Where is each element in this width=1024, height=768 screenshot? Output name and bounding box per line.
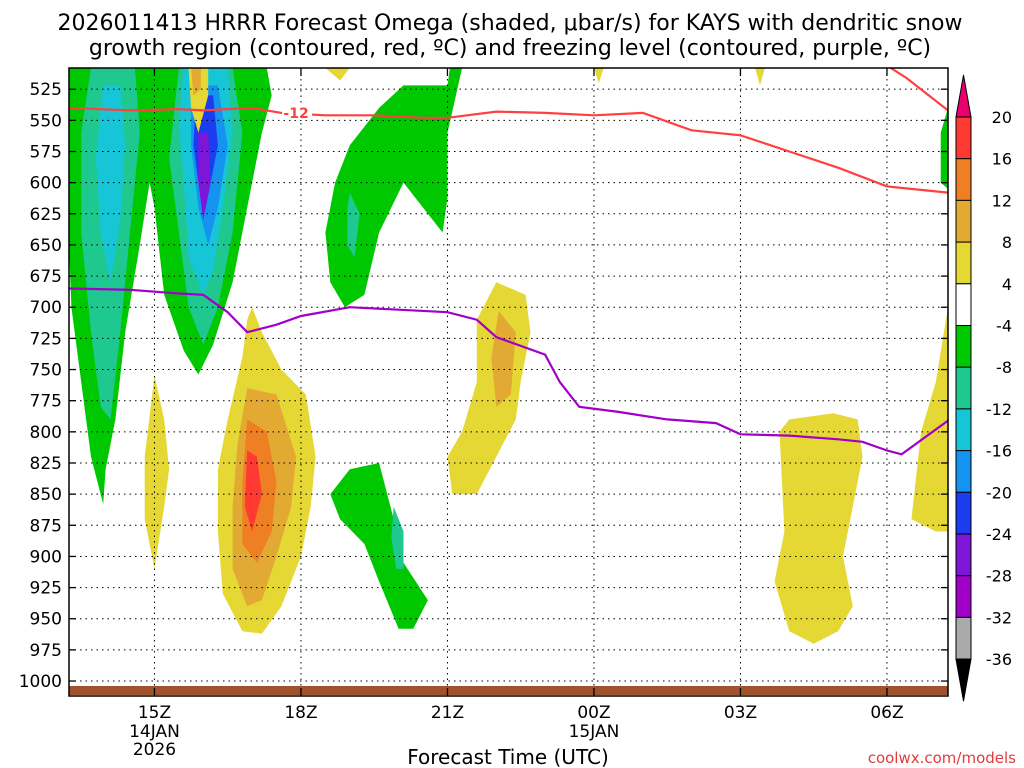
colorbar-label: -28 bbox=[986, 567, 1012, 586]
colorbar-swatch bbox=[955, 158, 972, 201]
x-tick-year: 2026 bbox=[133, 740, 176, 760]
omega-region bbox=[144, 375, 170, 569]
y-tick-label: 850 bbox=[30, 485, 62, 505]
x-axis-label: Forecast Time (UTC) bbox=[407, 745, 609, 768]
omega-region bbox=[244, 450, 262, 532]
colorbar-label: -20 bbox=[986, 483, 1012, 502]
y-tick-label: 600 bbox=[30, 174, 62, 194]
plot-frame bbox=[68, 67, 949, 697]
contour-line bbox=[69, 106, 948, 194]
chart-title-line2: growth region (contoured, red, ºC) and f… bbox=[89, 36, 931, 61]
y-tick-label: 575 bbox=[30, 142, 62, 162]
colorbar-swatch bbox=[955, 450, 972, 493]
x-tick-label: 03Z bbox=[724, 703, 757, 723]
colorbar-swatch bbox=[955, 491, 972, 535]
colorbar-label: -12 bbox=[986, 400, 1012, 419]
contour-line bbox=[888, 68, 948, 112]
omega-shading bbox=[69, 68, 948, 644]
contour-lines: -12 bbox=[69, 68, 948, 456]
colorbar-label: 12 bbox=[992, 191, 1012, 210]
y-tick-label: 825 bbox=[30, 454, 62, 474]
colorbar-swatch bbox=[955, 241, 972, 285]
x-tick-date: 15JAN bbox=[569, 722, 620, 742]
x-tick-label: 15Z bbox=[138, 703, 171, 723]
grid bbox=[69, 68, 948, 696]
colorbar-label: -36 bbox=[986, 650, 1012, 669]
colorbar-arrow-top bbox=[955, 74, 972, 118]
colorbar: 20 16 12 8 4 -4 -8 -12 -16 -20 -24 -28 -32 -36 bbox=[955, 74, 1012, 702]
contour-label-bg bbox=[282, 103, 313, 120]
colorbar-label: -24 bbox=[986, 525, 1012, 544]
colorbar-swatch bbox=[955, 325, 972, 368]
omega-region bbox=[774, 413, 863, 644]
credit-link[interactable]: coolwx.com/models bbox=[868, 749, 1016, 767]
omega-region bbox=[491, 311, 516, 407]
colorbar-swatch bbox=[955, 199, 972, 243]
y-tick-label: 525 bbox=[30, 80, 62, 100]
omega-region bbox=[198, 132, 211, 220]
colorbar-swatch bbox=[955, 408, 972, 452]
omega-region bbox=[940, 107, 948, 189]
y-tick-label: 550 bbox=[30, 111, 62, 131]
omega-region bbox=[347, 192, 360, 258]
omega-region bbox=[911, 307, 948, 532]
colorbar-label: -32 bbox=[986, 608, 1012, 627]
y-tick-label: 750 bbox=[30, 361, 62, 381]
y-tick-label: 650 bbox=[30, 236, 62, 256]
colorbar-label: 4 bbox=[1002, 275, 1012, 294]
y-tick-label: 875 bbox=[30, 516, 62, 536]
omega-region bbox=[391, 506, 404, 569]
omega-region bbox=[95, 85, 126, 283]
x-tick-date: 14JAN bbox=[129, 722, 180, 742]
omega-region bbox=[594, 68, 604, 83]
colorbar-label: 16 bbox=[992, 150, 1012, 169]
contour-label: -12 bbox=[283, 106, 308, 122]
colorbar-label: -16 bbox=[986, 442, 1012, 461]
y-tick-label: 1000 bbox=[19, 672, 62, 692]
y-tick-label: 675 bbox=[30, 267, 62, 287]
colorbar-swatch bbox=[955, 366, 972, 410]
colorbar-swatch bbox=[955, 616, 972, 660]
colorbar-swatch bbox=[955, 116, 972, 160]
colorbar-label: -4 bbox=[996, 317, 1012, 336]
x-tick-label: 06Z bbox=[870, 703, 903, 723]
colorbar-label: 20 bbox=[992, 108, 1012, 127]
y-tick-label: 625 bbox=[30, 205, 62, 225]
colorbar-label: 8 bbox=[1002, 233, 1012, 252]
axes: 525 550 575 600 625 650 675 700 725 750 775 800 825 8… bbox=[19, 68, 948, 760]
y-tick-label: 800 bbox=[30, 423, 62, 443]
x-tick-label: 00Z bbox=[577, 703, 610, 723]
y-tick-label: 950 bbox=[30, 610, 62, 630]
contour-line bbox=[69, 287, 948, 456]
chart-title-line1: 2026011413 HRRR Forecast Omega (shaded, … bbox=[58, 11, 963, 36]
y-tick-label: 725 bbox=[30, 329, 62, 349]
omega-region bbox=[755, 68, 765, 86]
x-tick-label: 18Z bbox=[284, 703, 317, 723]
omega-region bbox=[325, 68, 497, 308]
colorbar-swatch bbox=[955, 575, 972, 618]
omega-region bbox=[325, 68, 350, 81]
colorbar-swatch bbox=[955, 533, 972, 577]
ground-surface bbox=[69, 686, 948, 695]
y-tick-label: 900 bbox=[30, 547, 62, 567]
y-tick-label: 700 bbox=[30, 298, 62, 318]
colorbar-label: -8 bbox=[996, 358, 1012, 377]
omega-region bbox=[191, 68, 201, 96]
y-tick-label: 775 bbox=[30, 392, 62, 412]
colorbar-arrow-bottom bbox=[955, 658, 972, 702]
omega-region bbox=[330, 463, 428, 629]
x-tick-label: 21Z bbox=[431, 703, 464, 723]
y-tick-label: 975 bbox=[30, 641, 62, 661]
colorbar-swatch bbox=[955, 283, 972, 326]
y-tick-label: 925 bbox=[30, 579, 62, 599]
